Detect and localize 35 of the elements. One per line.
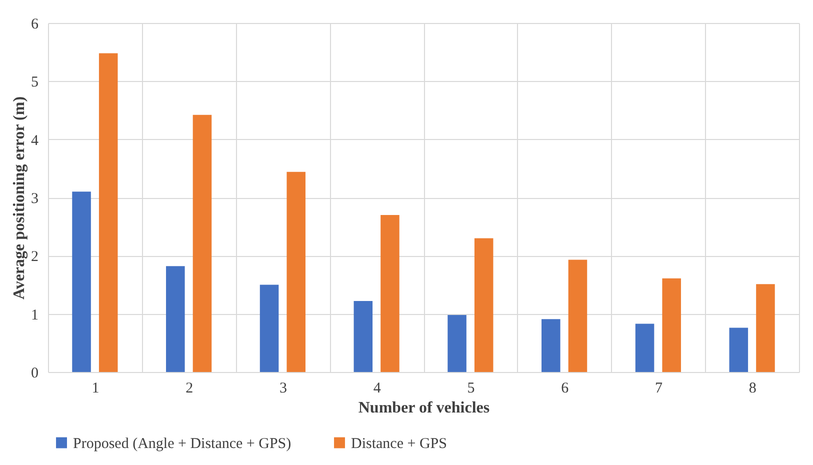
x-tick-label: 1 bbox=[92, 380, 100, 396]
y-tick-label: 6 bbox=[31, 16, 39, 32]
y-tick-label: 0 bbox=[31, 366, 38, 382]
bar bbox=[729, 328, 748, 372]
legend-label: Distance + GPS bbox=[351, 436, 447, 452]
x-tick-label: 5 bbox=[467, 380, 475, 396]
y-tick-label: 4 bbox=[31, 132, 39, 149]
bar bbox=[542, 319, 560, 372]
x-tick-label: 2 bbox=[186, 380, 194, 396]
bar bbox=[756, 284, 775, 372]
bar bbox=[286, 172, 306, 372]
bar bbox=[568, 260, 588, 372]
bar bbox=[635, 324, 654, 372]
bar bbox=[380, 214, 400, 372]
x-tick-label: 7 bbox=[654, 380, 663, 396]
x-tick-label: 4 bbox=[373, 380, 382, 396]
legend-label: Proposed (Angle + Distance + GPS) bbox=[73, 436, 292, 452]
y-tick-label: 5 bbox=[31, 74, 38, 91]
x-tick-label: 6 bbox=[561, 380, 570, 396]
x-axis-title: Number of vehicles bbox=[358, 400, 490, 416]
bar bbox=[166, 266, 185, 372]
y-tick-label: 3 bbox=[31, 191, 38, 207]
y-tick-label: 1 bbox=[31, 307, 38, 324]
y-tick-label: 2 bbox=[31, 249, 38, 266]
bar bbox=[72, 192, 91, 372]
x-tick-label: 8 bbox=[748, 380, 756, 396]
bar bbox=[260, 284, 279, 372]
y-axis-title: Average positioning error (m) bbox=[11, 96, 28, 300]
x-tick-label: 3 bbox=[279, 380, 287, 396]
bar bbox=[192, 114, 212, 372]
bar bbox=[662, 278, 681, 372]
bar bbox=[474, 238, 494, 372]
bar bbox=[354, 301, 373, 372]
bar bbox=[98, 53, 118, 372]
bar bbox=[448, 314, 466, 372]
